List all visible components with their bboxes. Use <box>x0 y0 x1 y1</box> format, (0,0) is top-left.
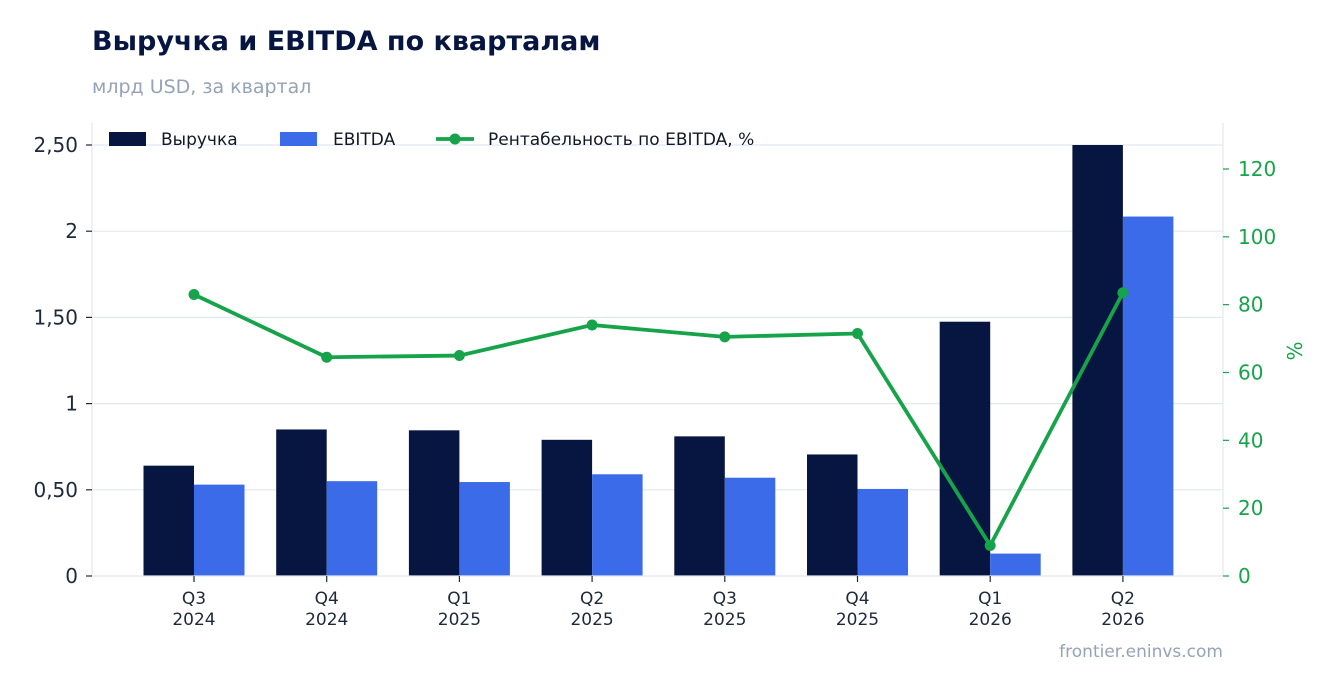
margin-point <box>852 327 863 339</box>
x-tick-label-year: 2024 <box>305 610 348 630</box>
left-tick-label: 1,50 <box>33 305 78 329</box>
ebitda-bar <box>326 481 378 576</box>
left-tick-label: 2 <box>65 219 78 243</box>
right-tick-label: 40 <box>1238 428 1263 452</box>
ebitda-bar <box>857 488 908 576</box>
revenue-bar <box>541 439 593 576</box>
source-credit: frontier.eninvs.com <box>1059 642 1223 662</box>
right-tick-label: 120 <box>1238 157 1276 181</box>
x-tick-label-quarter: Q4 <box>315 589 339 609</box>
x-tick-label-quarter: Q2 <box>1111 589 1135 609</box>
revenue-bar <box>276 429 327 576</box>
right-tick-label: 20 <box>1238 496 1263 520</box>
revenue-bar <box>674 436 725 576</box>
left-tick-label: 0,50 <box>33 478 78 502</box>
chart-subtitle: млрд USD, за квартал <box>92 76 312 98</box>
x-tick-label-quarter: Q1 <box>447 589 471 609</box>
margin-point <box>188 288 200 300</box>
x-tick-label-quarter: Q3 <box>182 589 206 609</box>
axes: 00,5011,5022,50020406080100120%Q32024Q42… <box>33 123 1307 630</box>
legend-label-ebitda: EBITDA <box>333 130 396 150</box>
legend-label-revenue: Выручка <box>161 130 238 150</box>
margin-point <box>321 351 333 363</box>
revenue-bar <box>143 465 194 576</box>
revenue-bar <box>939 321 991 576</box>
x-tick-label-year: 2026 <box>969 610 1012 630</box>
right-tick-label: 80 <box>1238 293 1263 317</box>
x-tick-label-quarter: Q3 <box>713 589 737 609</box>
margin-series-line <box>192 290 1125 548</box>
x-tick-label-year: 2026 <box>1101 610 1144 630</box>
x-tick-label-quarter: Q1 <box>978 589 1002 609</box>
right-tick-label: 60 <box>1238 361 1263 385</box>
legend-label-margin: Рентабельность по EBITDA, % <box>488 130 754 150</box>
x-tick-label-year: 2025 <box>438 610 481 630</box>
ebitda-bar <box>724 477 776 576</box>
x-tick-label-year: 2024 <box>172 610 215 630</box>
right-tick-label: 100 <box>1238 225 1276 249</box>
ebitda-bar <box>1122 216 1174 576</box>
ebitda-bar <box>194 484 245 576</box>
right-axis-label: % <box>1283 341 1307 360</box>
left-tick-label: 1 <box>65 392 78 416</box>
margin-point <box>1117 287 1129 299</box>
ebitda-bar <box>592 474 643 576</box>
margin-point <box>719 331 731 343</box>
legend-swatch-revenue <box>109 132 146 146</box>
grid-lines <box>92 144 1223 491</box>
margin-line <box>188 287 1129 551</box>
bars <box>143 145 1174 576</box>
revenue-bar <box>408 430 460 576</box>
revenue-bar <box>807 454 858 576</box>
legend: Выручка EBITDA Рентабельность по EBITDA, % <box>109 130 754 150</box>
x-tick-label-quarter: Q2 <box>580 589 604 609</box>
margin-point <box>984 539 996 551</box>
legend-swatch-ebitda <box>280 132 317 146</box>
right-tick-label: 0 <box>1238 564 1251 588</box>
ebitda-bar <box>459 482 510 576</box>
left-tick-label: 0 <box>65 564 78 588</box>
x-tick-label-year: 2025 <box>570 610 613 630</box>
revenue-bar <box>1072 145 1123 576</box>
x-tick-label-quarter: Q4 <box>845 589 869 609</box>
x-tick-label-year: 2025 <box>836 610 879 630</box>
legend-marker-margin <box>449 133 461 145</box>
ebitda-bar <box>990 553 1041 576</box>
margin-point <box>453 350 465 362</box>
chart-title: Выручка и EBITDA по кварталам <box>92 26 601 57</box>
x-tick-label-year: 2025 <box>703 610 746 630</box>
left-tick-label: 2,50 <box>33 133 78 157</box>
margin-point <box>586 319 598 331</box>
